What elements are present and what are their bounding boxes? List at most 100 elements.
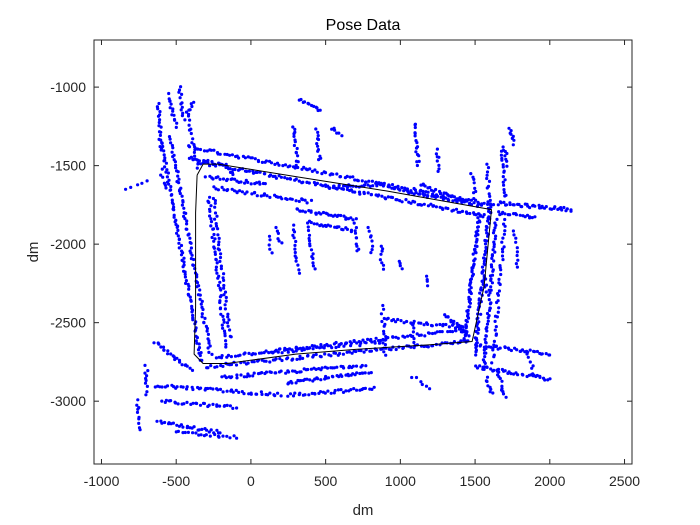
scan-point bbox=[218, 387, 223, 391]
scan-point bbox=[222, 272, 226, 276]
scan-point bbox=[349, 216, 353, 220]
scan-point bbox=[400, 186, 404, 190]
scan-point bbox=[276, 350, 280, 354]
scan-point bbox=[200, 427, 204, 431]
scan-point bbox=[341, 390, 346, 394]
scan-point bbox=[508, 201, 512, 205]
scan-point bbox=[381, 341, 385, 345]
scan-point bbox=[500, 247, 505, 251]
scan-point bbox=[297, 199, 301, 203]
scan-point bbox=[221, 434, 225, 438]
scan-point bbox=[429, 202, 433, 206]
scan-point bbox=[396, 317, 400, 322]
scan-point bbox=[391, 318, 396, 322]
scan-point bbox=[560, 208, 564, 212]
y-tick-label: -1000 bbox=[50, 79, 86, 95]
scan-point bbox=[199, 386, 203, 390]
scan-point bbox=[377, 193, 381, 197]
scan-point bbox=[191, 387, 195, 392]
scan-point bbox=[350, 351, 354, 355]
scan-point bbox=[391, 335, 395, 339]
scan-point bbox=[353, 229, 357, 233]
scan-point bbox=[485, 375, 490, 379]
scan-point bbox=[484, 290, 488, 294]
scan-point bbox=[223, 303, 227, 307]
scan-point bbox=[143, 381, 148, 385]
scan-point bbox=[451, 322, 455, 326]
scan-point bbox=[413, 188, 417, 192]
scan-point bbox=[221, 390, 225, 394]
scan-point bbox=[166, 349, 170, 353]
y-tick-label: -3000 bbox=[50, 393, 86, 409]
scan-point bbox=[375, 348, 379, 352]
scan-point bbox=[512, 138, 516, 142]
scan-point bbox=[191, 313, 195, 317]
scan-point bbox=[218, 152, 222, 156]
scan-point bbox=[516, 258, 520, 262]
scan-point bbox=[285, 197, 289, 201]
scan-point bbox=[295, 146, 299, 151]
scan-point bbox=[503, 229, 507, 233]
scan-point bbox=[413, 200, 417, 204]
scan-point bbox=[213, 199, 217, 203]
scan-point bbox=[225, 434, 229, 438]
scan-point bbox=[360, 179, 364, 183]
scan-point bbox=[434, 152, 438, 156]
scan-point bbox=[475, 244, 479, 248]
scan-point bbox=[312, 104, 316, 108]
scan-point bbox=[124, 187, 128, 191]
scan-point bbox=[314, 212, 318, 216]
scan-point bbox=[164, 398, 168, 402]
scan-point bbox=[207, 200, 211, 205]
scan-point bbox=[425, 274, 429, 278]
scan-point bbox=[220, 354, 224, 358]
scan-point bbox=[185, 227, 189, 231]
scan-point bbox=[208, 386, 212, 390]
scan-point bbox=[214, 258, 218, 262]
scan-point bbox=[412, 346, 416, 350]
scan-point bbox=[164, 161, 168, 165]
scan-point bbox=[394, 320, 398, 324]
scan-point bbox=[322, 346, 326, 350]
scan-point bbox=[440, 330, 444, 334]
scan-point bbox=[488, 203, 493, 207]
scan-point bbox=[192, 257, 196, 262]
scan-point bbox=[177, 189, 182, 193]
scan-point bbox=[502, 188, 506, 192]
scan-point bbox=[316, 134, 320, 138]
scan-point bbox=[278, 347, 282, 351]
scan-point bbox=[548, 353, 552, 357]
scan-point bbox=[346, 217, 350, 221]
scan-point bbox=[209, 148, 213, 152]
scan-point bbox=[316, 130, 320, 134]
scan-point bbox=[371, 244, 375, 248]
scan-point bbox=[491, 269, 495, 273]
scan-point bbox=[422, 344, 426, 349]
scan-point bbox=[280, 351, 284, 355]
scan-point bbox=[279, 369, 283, 373]
scan-point bbox=[224, 165, 228, 170]
scan-point bbox=[145, 390, 149, 394]
scan-point bbox=[172, 113, 176, 117]
scan-point bbox=[224, 376, 228, 380]
scan-point bbox=[466, 308, 470, 313]
scan-point bbox=[216, 233, 220, 237]
scan-point bbox=[505, 151, 509, 156]
scan-point bbox=[341, 352, 345, 356]
scan-point bbox=[144, 393, 148, 397]
scan-point bbox=[424, 384, 429, 388]
scan-point bbox=[525, 349, 529, 353]
x-tick-label: 500 bbox=[314, 473, 338, 489]
scan-point bbox=[183, 217, 187, 221]
scan-point bbox=[196, 162, 200, 166]
scan-point bbox=[269, 161, 274, 165]
scan-point bbox=[332, 391, 336, 395]
scan-point bbox=[209, 204, 213, 208]
scan-point bbox=[307, 393, 311, 397]
scan-point bbox=[279, 394, 283, 398]
scan-point bbox=[235, 191, 239, 195]
scan-point bbox=[255, 170, 259, 174]
scan-point bbox=[382, 350, 386, 354]
scan-point bbox=[492, 259, 496, 263]
scan-point bbox=[465, 320, 469, 324]
